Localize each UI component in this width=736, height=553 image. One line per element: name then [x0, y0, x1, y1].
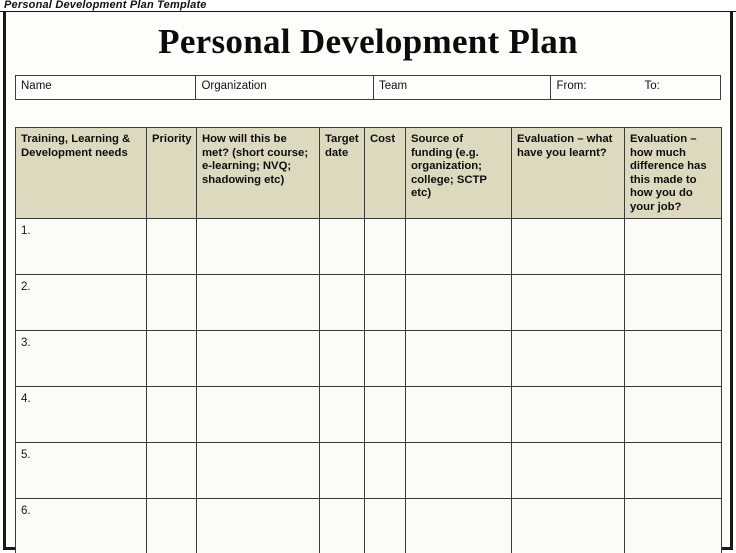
team-field[interactable]: Team: [374, 76, 552, 99]
cell-cost[interactable]: [364, 386, 406, 443]
cell-evaluation-difference[interactable]: [624, 442, 722, 499]
column-header-evaluation-difference: Evaluation – how much difference has thi…: [624, 127, 722, 219]
cell-priority[interactable]: [146, 386, 197, 443]
cell-priority[interactable]: [146, 274, 197, 331]
from-label: From:: [556, 80, 587, 92]
column-header-cost: Cost: [364, 127, 406, 219]
row-number[interactable]: 1.: [15, 218, 147, 275]
cell-cost[interactable]: [364, 218, 406, 275]
cell-source-of-funding[interactable]: [405, 386, 512, 443]
column-header-evaluation-learnt: Evaluation – what have you learnt?: [511, 127, 625, 219]
row-number[interactable]: 6.: [15, 498, 147, 553]
cell-evaluation-difference[interactable]: [624, 386, 722, 443]
date-range-field[interactable]: From: To:: [551, 76, 720, 99]
cell-evaluation-learnt[interactable]: [511, 274, 625, 331]
cell-cost[interactable]: [364, 442, 406, 499]
cell-target-date[interactable]: [319, 386, 365, 443]
name-label: Name: [21, 80, 52, 92]
row-number[interactable]: 5.: [15, 442, 147, 499]
table-header-row: Training, Learning & Development needs P…: [15, 127, 722, 219]
cell-target-date[interactable]: [319, 498, 365, 553]
info-row: Name Organization Team From: To:: [15, 75, 721, 100]
cell-priority[interactable]: [146, 442, 197, 499]
cell-how-met[interactable]: [196, 498, 320, 553]
cell-evaluation-learnt[interactable]: [511, 218, 625, 275]
cell-cost[interactable]: [364, 498, 406, 553]
table-body: 1. 2.: [15, 218, 722, 553]
cell-cost[interactable]: [364, 330, 406, 387]
team-label: Team: [378, 80, 408, 92]
cell-target-date[interactable]: [319, 442, 365, 499]
cell-how-met[interactable]: [196, 330, 320, 387]
column-header-needs: Training, Learning & Development needs: [15, 127, 147, 219]
cell-evaluation-difference[interactable]: [624, 274, 722, 331]
cell-priority[interactable]: [146, 218, 197, 275]
table-row: 1.: [15, 218, 722, 275]
cell-how-met[interactable]: [196, 218, 320, 275]
cell-evaluation-learnt[interactable]: [511, 498, 625, 553]
cell-evaluation-learnt[interactable]: [511, 442, 625, 499]
cell-priority[interactable]: [146, 498, 197, 553]
column-header-source-of-funding: Source of funding (e.g. organization; co…: [405, 127, 512, 219]
column-header-target-date: Target date: [319, 127, 365, 219]
to-label: To:: [644, 80, 660, 92]
column-header-priority: Priority: [146, 127, 197, 219]
cell-priority[interactable]: [146, 330, 197, 387]
cell-how-met[interactable]: [196, 386, 320, 443]
table-row: 5.: [15, 442, 722, 499]
cell-evaluation-difference[interactable]: [624, 498, 722, 553]
row-number[interactable]: 2.: [15, 274, 147, 331]
column-header-how-met: How will this be met? (short course; e-l…: [196, 127, 320, 219]
table-row: 3.: [15, 330, 722, 387]
table-row: 2.: [15, 274, 722, 331]
cell-source-of-funding[interactable]: [405, 274, 512, 331]
cell-source-of-funding[interactable]: [405, 442, 512, 499]
organization-label: Organization: [201, 80, 267, 92]
cell-how-met[interactable]: [196, 274, 320, 331]
document-content: Personal Development Plan Name Organizat…: [6, 12, 730, 553]
cell-source-of-funding[interactable]: [405, 498, 512, 553]
cell-target-date[interactable]: [319, 330, 365, 387]
row-number[interactable]: 4.: [15, 386, 147, 443]
cell-evaluation-difference[interactable]: [624, 218, 722, 275]
row-number[interactable]: 3.: [15, 330, 147, 387]
window-title-bar: Personal Development Plan Template: [0, 0, 736, 12]
cell-target-date[interactable]: [319, 274, 365, 331]
cell-evaluation-learnt[interactable]: [511, 330, 625, 387]
organization-field[interactable]: Organization: [196, 76, 374, 99]
cell-source-of-funding[interactable]: [405, 218, 512, 275]
table-row: 6.: [15, 498, 722, 553]
cell-source-of-funding[interactable]: [405, 330, 512, 387]
window-title-text: Personal Development Plan Template: [4, 0, 207, 11]
cell-cost[interactable]: [364, 274, 406, 331]
name-field[interactable]: Name: [16, 76, 197, 99]
cell-how-met[interactable]: [196, 442, 320, 499]
cell-target-date[interactable]: [319, 218, 365, 275]
cell-evaluation-learnt[interactable]: [511, 386, 625, 443]
development-plan-table: Training, Learning & Development needs P…: [15, 127, 722, 553]
cell-evaluation-difference[interactable]: [624, 330, 722, 387]
document-page: Personal Development Plan Name Organizat…: [3, 12, 733, 553]
table-row: 4.: [15, 386, 722, 443]
page-title: Personal Development Plan: [158, 22, 578, 61]
